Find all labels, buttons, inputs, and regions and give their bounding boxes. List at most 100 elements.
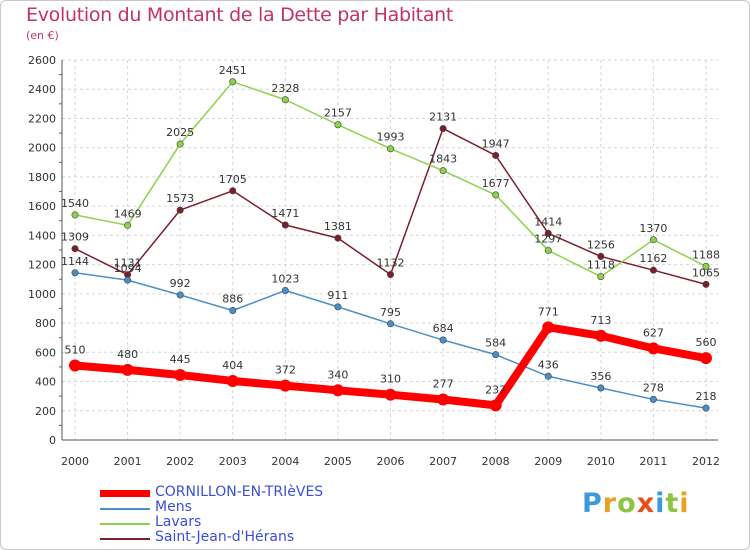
data-label: 1843 — [429, 153, 457, 166]
logo-char: t — [665, 488, 680, 519]
data-label: 1469 — [114, 207, 142, 220]
data-point — [542, 321, 555, 334]
logo-char: r — [602, 488, 618, 519]
data-point — [334, 303, 342, 311]
data-label: 372 — [275, 364, 296, 377]
data-label: 237 — [485, 383, 506, 396]
data-label: 1065 — [692, 266, 720, 279]
chart-title: Evolution du Montant de la Dette par Hab… — [26, 4, 454, 26]
data-label: 1132 — [377, 257, 405, 270]
data-point — [121, 363, 134, 376]
data-label: 510 — [65, 343, 86, 356]
data-point — [489, 399, 502, 412]
data-label: 1540 — [61, 197, 89, 210]
data-point — [331, 384, 344, 397]
y-tick-label: 600 — [35, 346, 56, 359]
x-tick-label: 2012 — [692, 455, 720, 468]
x-tick-label: 2000 — [61, 455, 89, 468]
data-point — [384, 388, 397, 401]
y-tick-label: 1400 — [28, 229, 56, 242]
data-point — [649, 266, 657, 274]
x-tick-label: 2004 — [271, 455, 299, 468]
data-label: 771 — [538, 305, 559, 318]
y-tick-label: 1800 — [28, 171, 56, 184]
data-point — [71, 269, 79, 277]
data-label: 436 — [538, 358, 559, 371]
logo-char: x — [636, 488, 656, 519]
data-label: 1573 — [166, 192, 194, 205]
data-label: 713 — [590, 314, 611, 327]
data-label: 1993 — [377, 131, 405, 144]
data-label: 684 — [433, 322, 454, 335]
data-point — [439, 167, 447, 175]
x-tick-label: 2001 — [114, 455, 142, 468]
data-label: 218 — [696, 390, 717, 403]
data-label: 340 — [327, 368, 348, 381]
data-point — [492, 351, 500, 359]
data-label: 356 — [590, 370, 611, 383]
data-label: 584 — [485, 337, 506, 350]
y-tick-label: 1600 — [28, 200, 56, 213]
x-tick-label: 2005 — [324, 455, 352, 468]
data-label: 1381 — [324, 220, 352, 233]
data-label: 1131 — [114, 257, 142, 270]
data-label: 560 — [696, 336, 717, 349]
data-label: 2157 — [324, 107, 352, 120]
data-point — [71, 211, 79, 219]
x-tick-label: 2008 — [482, 455, 510, 468]
data-label: 310 — [380, 373, 401, 386]
x-tick-label: 2002 — [166, 455, 194, 468]
data-label: 886 — [222, 293, 243, 306]
data-point — [647, 342, 660, 355]
data-point — [594, 329, 607, 342]
data-label: 277 — [433, 378, 454, 391]
data-point — [281, 221, 289, 229]
data-label: 2451 — [219, 64, 247, 77]
data-label: 1414 — [534, 215, 562, 228]
legend-swatch-mens — [100, 508, 150, 510]
y-tick-label: 200 — [35, 405, 56, 418]
data-label: 1188 — [692, 248, 720, 261]
data-label: 2328 — [271, 82, 299, 95]
data-point — [702, 262, 710, 270]
logo-char: i — [679, 488, 690, 519]
y-tick-label: 1000 — [28, 288, 56, 301]
data-label: 404 — [222, 359, 243, 372]
data-label: 2025 — [166, 126, 194, 139]
data-label: 992 — [170, 277, 191, 290]
data-label: 1256 — [587, 238, 615, 251]
data-point — [649, 395, 657, 403]
data-point — [439, 125, 447, 133]
data-point — [69, 359, 81, 372]
x-tick-label: 2007 — [429, 455, 457, 468]
x-tick-label: 2006 — [377, 455, 405, 468]
logo-char: o — [617, 488, 637, 519]
logo-char: i — [655, 488, 666, 519]
line-chart: 0 200 400 600 800 1000 1200 1400 1600 1800 2000 220… — [28, 54, 720, 468]
data-label: 1094 — [114, 262, 142, 275]
data-point — [386, 145, 394, 153]
y-tick-label: 2600 — [28, 54, 56, 67]
data-point — [544, 246, 552, 254]
data-point — [597, 384, 605, 392]
data-point — [176, 291, 184, 299]
data-point — [279, 379, 292, 392]
data-point — [544, 229, 552, 237]
logo-char: P — [582, 488, 603, 519]
data-label: 911 — [327, 289, 348, 302]
data-point — [597, 252, 605, 260]
data-label: 1471 — [271, 207, 299, 220]
legend-label-lavars: Lavars — [155, 514, 202, 530]
data-label: 480 — [117, 348, 138, 361]
x-tick-label: 2011 — [639, 455, 667, 468]
data-point — [124, 276, 132, 284]
data-point — [544, 372, 552, 380]
y-tick-label: 2200 — [28, 112, 56, 125]
data-point — [229, 78, 237, 86]
legend-swatch-lavars — [100, 523, 150, 525]
data-point — [176, 140, 184, 148]
data-point — [281, 96, 289, 104]
data-label: 1705 — [219, 173, 247, 186]
data-label: 2131 — [429, 111, 457, 124]
data-point — [386, 271, 394, 279]
